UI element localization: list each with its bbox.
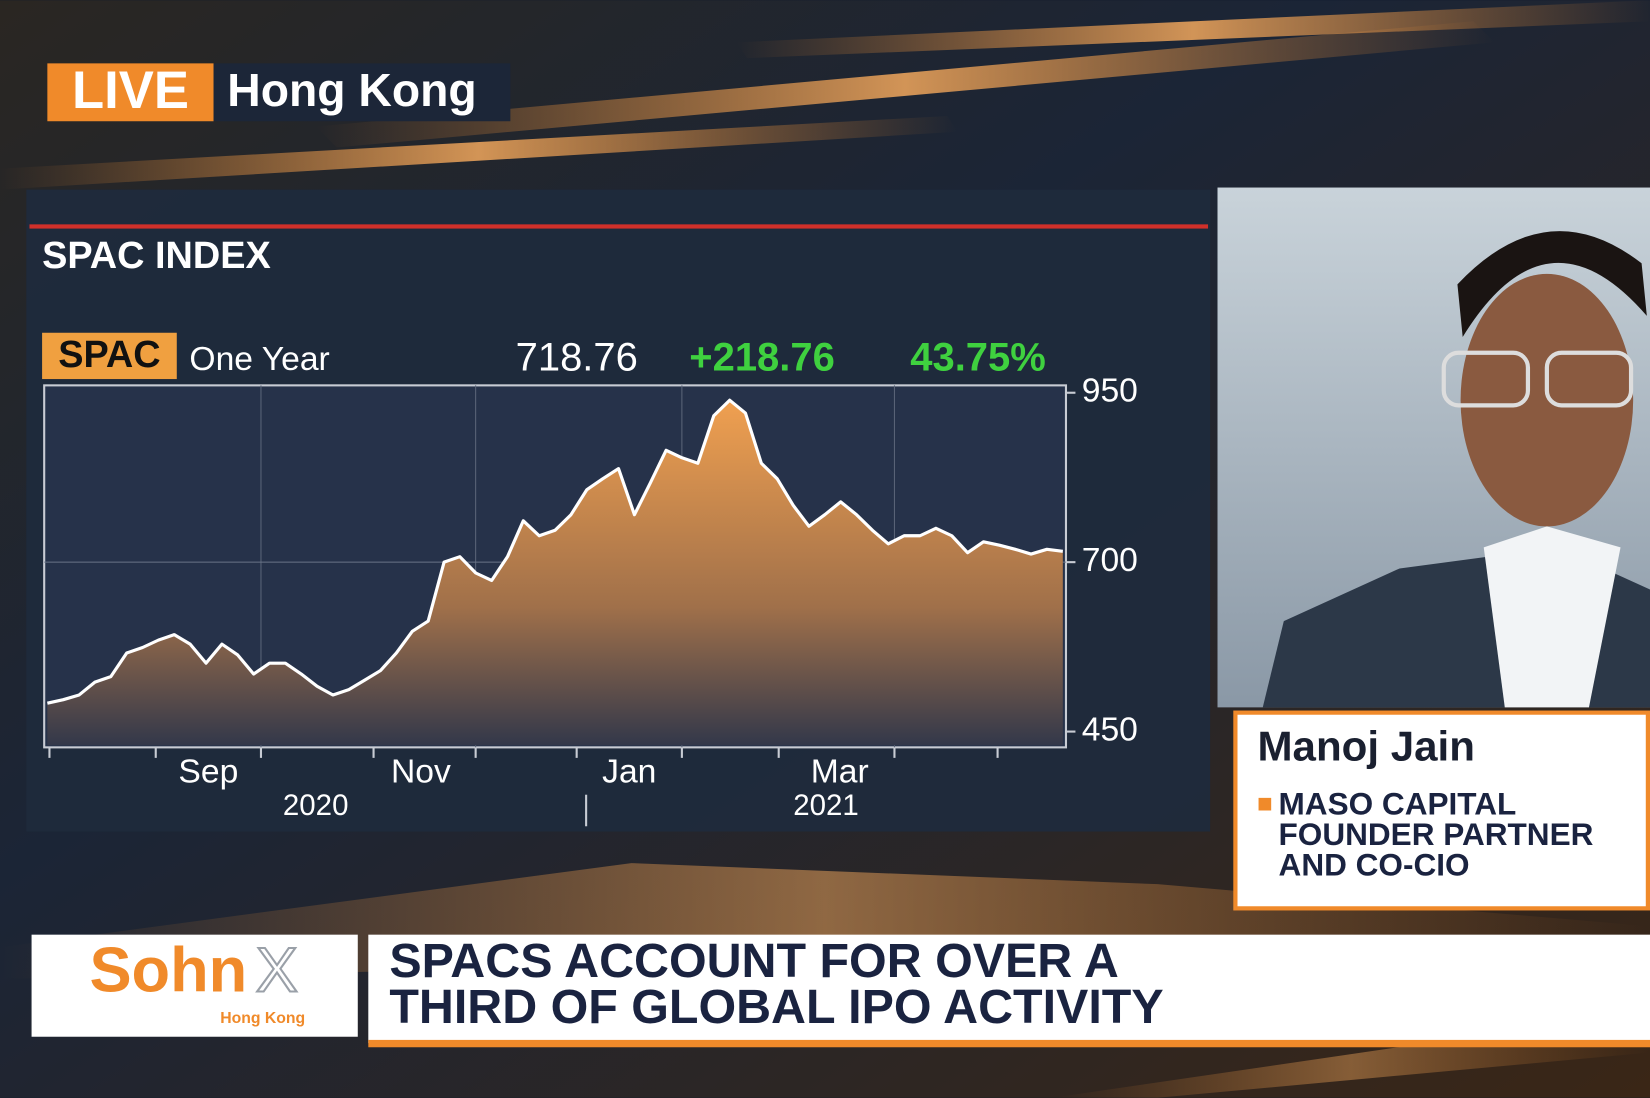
x-tick-label: Mar: [811, 754, 869, 791]
x-tick-label: Sep: [178, 754, 238, 791]
ticker-box: [42, 332, 177, 380]
lower-third: Sohn X Hong Kong SPACS ACCOUNT FOR OVER …: [31, 934, 1650, 1048]
area: [47, 400, 1063, 746]
live-box: [47, 63, 214, 122]
head: [1460, 273, 1634, 527]
location-label: Hong Kong: [227, 64, 476, 116]
chart-title: SPAC INDEX: [42, 235, 271, 277]
logo-brand: Sohn: [89, 935, 247, 1005]
headline-rule: [368, 1039, 1650, 1048]
hair: [1457, 231, 1647, 337]
name-box: [1233, 710, 1650, 911]
y-tick-label: 450: [1082, 711, 1138, 748]
guest-name: Manoj Jain: [1257, 723, 1474, 770]
bullet: [1258, 797, 1272, 811]
x-tick-label: Nov: [391, 754, 451, 791]
logo-mark: X: [256, 935, 298, 1005]
x-tick-label: Jan: [602, 754, 656, 791]
shirt: [1483, 526, 1621, 708]
location-box: [213, 63, 511, 122]
guest-title: AND CO-CIO: [1279, 847, 1470, 883]
logo-box: [31, 934, 358, 1037]
guest-title: FOUNDER PARTNER: [1279, 816, 1594, 852]
line: [47, 398, 1064, 705]
headline-box: [368, 934, 1650, 1044]
ticker: SPAC: [58, 334, 160, 376]
live-label: LIVE: [72, 61, 189, 120]
year-label: 2021: [793, 789, 859, 822]
chart-panel: SPAC INDEX SPAC One Year 718.76 +218.76 …: [26, 189, 1211, 832]
name-plate: Manoj Jain MASO CAPITAL FOUNDER PARTNER …: [1233, 710, 1650, 911]
headline: SPACS ACCOUNT FOR OVER A: [389, 934, 1118, 988]
y-tick-label: 700: [1082, 542, 1138, 579]
panel-rule: [29, 224, 1209, 229]
period: One Year: [189, 341, 329, 378]
year-label: 2020: [283, 789, 349, 822]
guest-title: MASO CAPITAL: [1279, 786, 1517, 822]
glasses: [1544, 350, 1634, 408]
change: +218.76: [689, 336, 835, 380]
guest-video: [1217, 187, 1650, 708]
logo-location: Hong Kong: [220, 1010, 305, 1027]
live-badge: LIVE Hong Kong: [47, 61, 511, 122]
change-percent: 43.75%: [910, 336, 1046, 380]
headline: THIRD OF GLOBAL IPO ACTIVITY: [389, 980, 1163, 1034]
glasses: [1441, 350, 1531, 408]
last-price: 718.76: [516, 336, 638, 380]
y-tick-label: 950: [1082, 373, 1138, 410]
